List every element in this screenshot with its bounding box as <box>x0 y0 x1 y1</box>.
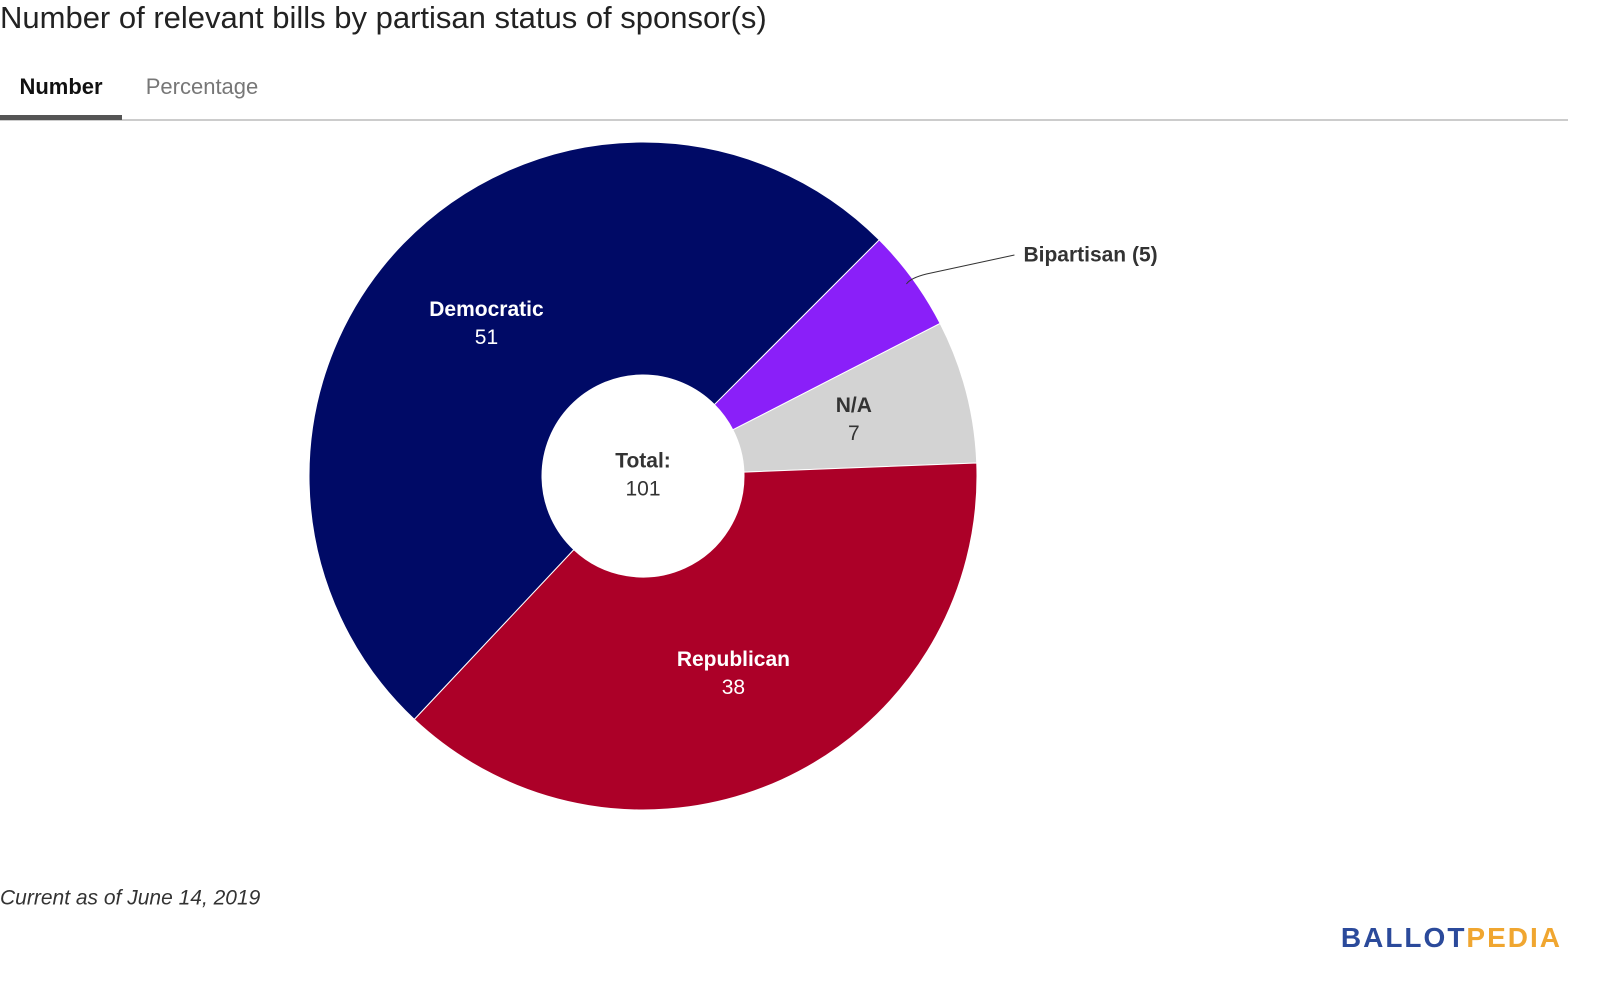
slice <box>413 462 978 811</box>
center-value: 101 <box>625 478 660 501</box>
brand-logo: BALLOTPEDIA <box>1341 922 1562 953</box>
brand-part: BALLOT <box>1341 922 1467 953</box>
data-label: 7 <box>848 422 860 445</box>
tab-active[interactable]: Number <box>19 74 103 99</box>
data-label: 51 <box>475 326 498 349</box>
slice-label: Republican <box>677 648 790 671</box>
tab-indicator <box>0 115 122 120</box>
slice-label: Democratic <box>429 298 544 321</box>
data-label: Bipartisan (5) <box>1023 244 1157 267</box>
leader-line <box>906 254 1015 285</box>
slice-label: N/A <box>836 394 872 417</box>
footnote: Current as of June 14, 2019 <box>0 887 261 910</box>
brand-part: PEDIA <box>1466 922 1562 953</box>
slice <box>308 141 880 721</box>
tab[interactable]: Percentage <box>146 74 259 99</box>
chart-title: Number of relevant bills by partisan sta… <box>0 0 767 35</box>
center-label: Total: <box>615 450 671 473</box>
data-label: 38 <box>722 676 745 699</box>
